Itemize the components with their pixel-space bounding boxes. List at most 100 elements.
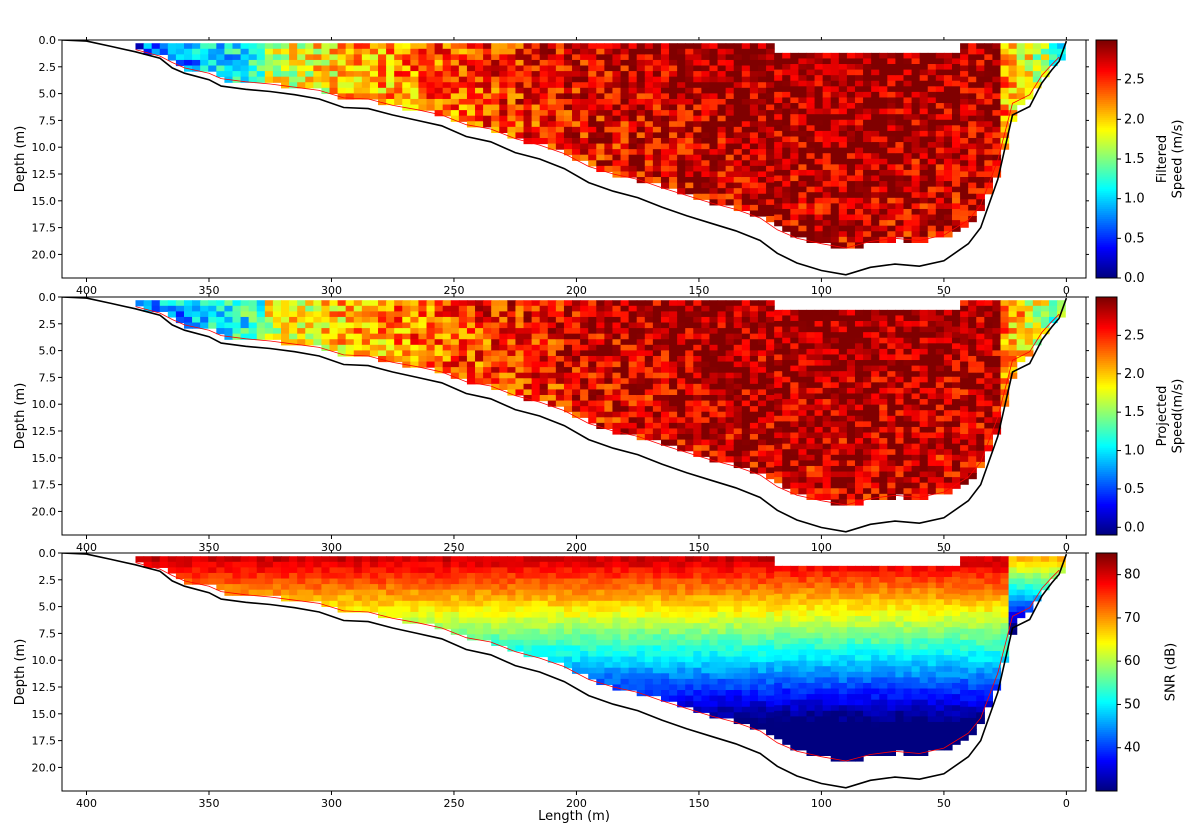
heat-cell bbox=[151, 48, 161, 55]
heat-cell bbox=[289, 59, 298, 67]
colorbar-step bbox=[1096, 429, 1117, 433]
heat-cell bbox=[612, 344, 622, 351]
heat-cell bbox=[766, 417, 775, 424]
heat-cell bbox=[943, 376, 953, 383]
heat-cell bbox=[806, 197, 816, 204]
colorbar-step bbox=[1096, 336, 1117, 340]
heat-cell bbox=[483, 339, 492, 346]
heat-cell bbox=[952, 326, 961, 333]
heat-cell bbox=[798, 404, 808, 411]
heat-cell bbox=[903, 332, 913, 339]
heat-cell bbox=[992, 394, 1002, 402]
heat-cell bbox=[677, 383, 686, 391]
heat-cell bbox=[854, 365, 864, 372]
heat-cell bbox=[806, 337, 816, 344]
heat-cell bbox=[394, 328, 403, 335]
heat-cell bbox=[822, 432, 832, 439]
heat-cell bbox=[943, 125, 953, 132]
heat-cell bbox=[685, 383, 694, 391]
heat-cell bbox=[895, 460, 905, 467]
heat-cell bbox=[499, 110, 508, 117]
heat-cell bbox=[208, 65, 217, 72]
heat-cell bbox=[555, 367, 565, 374]
heat-cell bbox=[660, 328, 670, 335]
heat-cell bbox=[790, 125, 799, 132]
heat-cell bbox=[652, 104, 662, 111]
heat-cell bbox=[854, 58, 864, 65]
heat-cell bbox=[281, 589, 290, 596]
heat-cell bbox=[903, 64, 913, 71]
colorbar-step bbox=[1096, 121, 1117, 124]
heat-cell bbox=[757, 59, 767, 67]
heat-cell bbox=[394, 333, 403, 340]
heat-cell bbox=[620, 93, 630, 100]
heat-cell bbox=[345, 87, 355, 94]
heat-cell bbox=[919, 393, 929, 400]
heat-cell bbox=[434, 344, 444, 351]
heat-cell bbox=[321, 600, 331, 607]
heat-cell bbox=[984, 87, 994, 94]
heat-cell bbox=[822, 108, 832, 115]
heat-cell bbox=[232, 316, 242, 324]
heat-cell bbox=[927, 130, 937, 138]
heat-cell bbox=[709, 439, 719, 446]
heat-cell bbox=[539, 121, 549, 128]
heat-cell bbox=[264, 556, 274, 563]
heat-cell bbox=[394, 93, 403, 100]
heat-cell bbox=[709, 372, 719, 379]
colorbar-step bbox=[1096, 302, 1117, 306]
heat-cell bbox=[757, 171, 767, 178]
heat-cell bbox=[669, 115, 678, 122]
heat-cell bbox=[1032, 305, 1042, 312]
heat-cell bbox=[709, 188, 719, 195]
heat-cell bbox=[919, 421, 929, 428]
colorbar-step bbox=[1096, 113, 1117, 116]
heat-cell bbox=[741, 43, 751, 50]
heat-cell bbox=[1016, 300, 1026, 307]
heat-cell bbox=[167, 305, 177, 312]
heat-cell bbox=[749, 93, 759, 100]
heat-cell bbox=[806, 326, 816, 333]
heat-cell bbox=[749, 171, 759, 178]
heat-cell bbox=[717, 59, 727, 67]
heat-cell bbox=[911, 119, 921, 126]
heat-cell bbox=[580, 367, 589, 374]
heat-cell bbox=[224, 556, 234, 563]
heat-cell bbox=[774, 69, 783, 76]
heat-cell bbox=[782, 343, 791, 350]
heat-cell bbox=[952, 58, 961, 65]
heat-cell bbox=[717, 406, 727, 413]
heat-cell bbox=[935, 203, 945, 210]
heat-cell bbox=[709, 98, 719, 106]
heat-cell bbox=[798, 471, 808, 478]
heat-cell bbox=[798, 382, 808, 389]
heat-cell bbox=[895, 371, 905, 378]
heat-cell bbox=[927, 119, 937, 126]
heat-cell bbox=[814, 337, 824, 344]
heat-cell bbox=[305, 339, 314, 346]
heat-cell bbox=[345, 328, 355, 335]
heat-cell bbox=[709, 417, 719, 424]
heat-cell bbox=[871, 69, 880, 76]
heat-cell bbox=[466, 311, 476, 318]
heat-cell bbox=[854, 103, 864, 110]
heat-cell bbox=[555, 305, 565, 312]
heat-cell bbox=[749, 456, 759, 463]
heat-cell bbox=[604, 389, 614, 396]
colorbar-step bbox=[1096, 45, 1117, 49]
heat-cell bbox=[434, 54, 444, 61]
heat-cell bbox=[976, 82, 985, 89]
y-tick-label: 2.5 bbox=[39, 318, 57, 331]
heat-cell bbox=[442, 43, 452, 50]
heat-cell bbox=[652, 121, 662, 128]
heat-cell bbox=[620, 367, 630, 374]
heat-cell bbox=[766, 439, 775, 446]
heat-cell bbox=[782, 130, 791, 138]
y-tick-label: 5.0 bbox=[39, 345, 57, 358]
heat-cell bbox=[669, 411, 678, 418]
heat-cell bbox=[378, 43, 387, 50]
heat-cell bbox=[466, 300, 476, 307]
heat-cell bbox=[846, 471, 856, 478]
heat-cell bbox=[394, 355, 403, 363]
heat-cell bbox=[968, 188, 977, 195]
